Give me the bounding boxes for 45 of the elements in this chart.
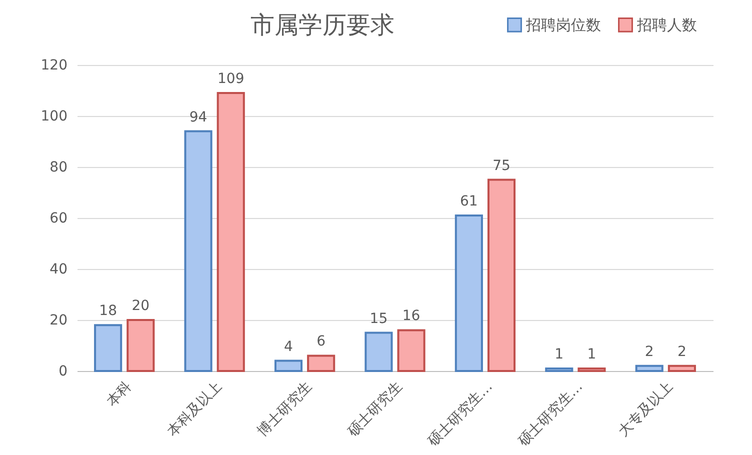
x-tick-label: 硕士研究生 [344,378,406,440]
data-label: 20 [132,298,150,314]
bar [545,367,574,372]
data-label: 18 [99,303,117,320]
chart-title: 市属学历要求 [250,11,394,39]
y-tick-label: 20 [50,312,68,328]
y-tick-label: 40 [50,262,68,278]
bar [454,214,483,372]
data-label: 4 [284,338,294,355]
x-tick-label: 本科及以上 [164,378,226,440]
x-tick-label: 本科 [104,378,135,410]
y-tick-label: 100 [40,108,68,124]
x-tick-label: 博士研究生 [254,378,316,440]
bar [668,364,696,372]
y-tick-label: 60 [50,210,68,226]
bar [307,354,336,372]
bar [487,178,516,372]
data-label: 16 [402,308,420,324]
data-label: 2 [644,344,654,360]
data-label: 15 [370,310,388,327]
data-label: 75 [492,158,510,174]
bar [578,367,606,372]
x-tick-label: 硕士研究生… [514,378,586,450]
data-label: 2 [677,344,686,360]
data-label: 109 [217,71,244,88]
data-label: 1 [554,346,564,362]
y-tick-label: 0 [58,364,68,380]
data-label: 6 [316,334,326,350]
y-tick-label: 120 [40,58,68,74]
bar [126,319,155,372]
bar [184,130,212,372]
bar [216,92,245,372]
data-label: 61 [460,193,478,210]
bar [274,360,303,372]
x-tick-label: 硕士研究生… [424,378,496,450]
y-tick-label: 80 [50,160,68,176]
legend-label: 招聘人数 [636,16,697,34]
x-tick-label: 大专及以上 [615,378,676,440]
data-label: 94 [189,109,208,126]
bar [364,332,393,372]
bar [635,364,664,372]
bar [94,324,122,372]
bar [397,329,426,372]
legend-label: 招聘岗位数 [525,16,601,34]
data-label: 1 [587,346,596,362]
